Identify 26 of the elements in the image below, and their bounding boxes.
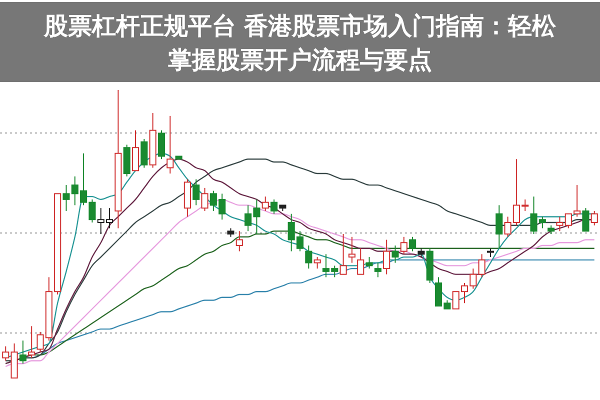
candlestick <box>132 130 140 172</box>
candlestick <box>478 254 486 278</box>
candlestick <box>582 208 590 232</box>
candlestick <box>236 230 243 252</box>
candlestick <box>340 234 347 275</box>
candlestick <box>366 256 373 270</box>
candlestick <box>192 178 200 206</box>
candlestick <box>305 245 312 270</box>
candlestick <box>262 196 269 212</box>
candlestick <box>400 236 408 255</box>
candlestick <box>383 239 390 275</box>
candlestick <box>357 248 364 275</box>
candlestick <box>140 138 148 168</box>
candlestick <box>166 115 174 174</box>
candlestick <box>158 130 166 160</box>
candlestick <box>314 256 321 270</box>
candlestick <box>496 204 503 249</box>
candlestick <box>392 245 399 264</box>
candlestick <box>409 236 416 252</box>
candlestick <box>28 326 36 358</box>
candlestick <box>270 198 278 214</box>
candlestick <box>19 340 26 364</box>
candlestick <box>348 236 356 264</box>
chart-title: 股票杠杆正规平台 香港股票市场入门指南：轻松掌握股票开户流程与要点 <box>42 12 558 74</box>
candlestick <box>374 262 382 278</box>
candlestick <box>201 187 208 212</box>
